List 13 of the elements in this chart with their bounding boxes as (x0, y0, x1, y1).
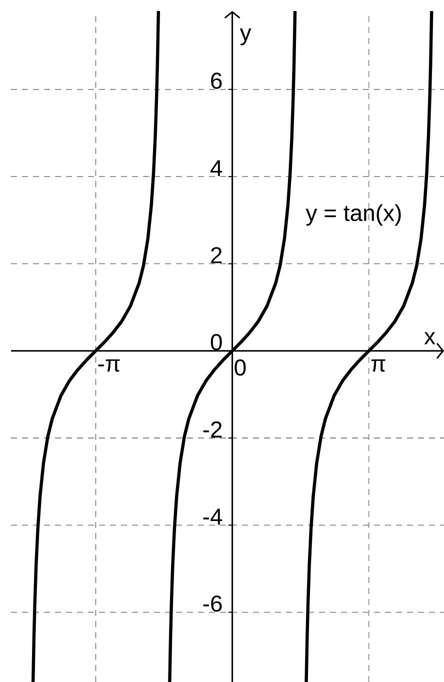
y-tick-label: 0 (210, 334, 222, 350)
y-tick-label: -4 (203, 508, 222, 525)
x-axis-title: x (424, 332, 436, 344)
x-tick-label: -π (98, 359, 120, 372)
x-tick-label: 0 (234, 359, 246, 376)
x-tick-label: π (371, 359, 386, 372)
y-tick-label: 2 (211, 247, 222, 264)
y-axis-title: y (240, 28, 252, 46)
y-tick-label: 6 (211, 72, 222, 89)
y-tick-label: -2 (203, 421, 222, 438)
y-tick-label: 4 (210, 160, 222, 176)
y-tick-label: -6 (203, 595, 222, 612)
series-label: y = tan(x) (306, 204, 401, 226)
